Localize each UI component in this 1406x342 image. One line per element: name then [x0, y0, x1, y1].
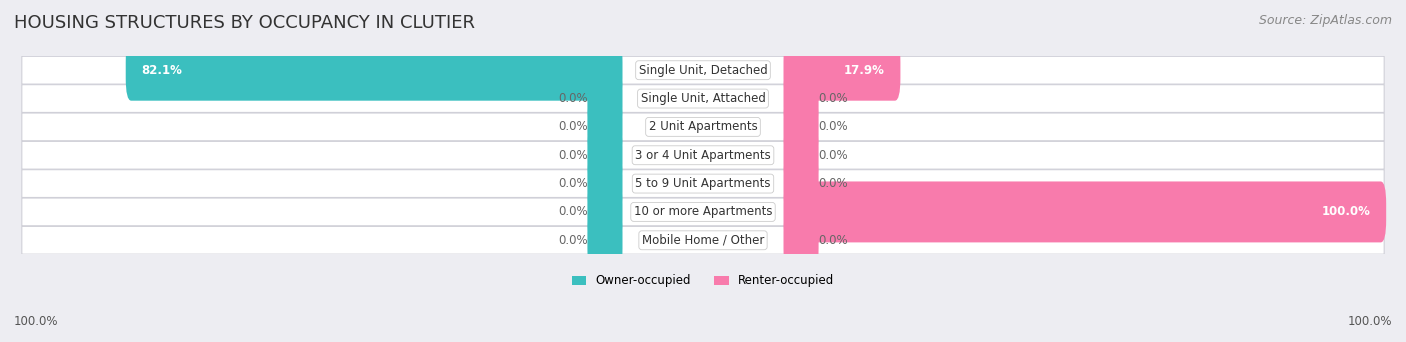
Text: 17.9%: 17.9%	[844, 64, 884, 77]
FancyBboxPatch shape	[22, 226, 1384, 254]
Text: 0.0%: 0.0%	[558, 206, 588, 219]
FancyBboxPatch shape	[125, 40, 623, 101]
Text: 0.0%: 0.0%	[818, 177, 848, 190]
Text: Single Unit, Attached: Single Unit, Attached	[641, 92, 765, 105]
FancyBboxPatch shape	[22, 198, 1384, 226]
Text: 100.0%: 100.0%	[14, 315, 59, 328]
Text: 82.1%: 82.1%	[142, 64, 183, 77]
FancyBboxPatch shape	[22, 113, 1384, 141]
FancyBboxPatch shape	[783, 125, 818, 186]
FancyBboxPatch shape	[588, 125, 623, 186]
Text: 0.0%: 0.0%	[558, 92, 588, 105]
FancyBboxPatch shape	[783, 210, 818, 271]
FancyBboxPatch shape	[783, 96, 818, 157]
Text: 0.0%: 0.0%	[818, 120, 848, 133]
Text: 2 Unit Apartments: 2 Unit Apartments	[648, 120, 758, 133]
FancyBboxPatch shape	[22, 56, 1384, 84]
FancyBboxPatch shape	[22, 170, 1384, 197]
Text: 0.0%: 0.0%	[818, 92, 848, 105]
FancyBboxPatch shape	[783, 40, 900, 101]
Text: 0.0%: 0.0%	[558, 234, 588, 247]
Text: 100.0%: 100.0%	[1322, 206, 1371, 219]
FancyBboxPatch shape	[588, 96, 623, 157]
FancyBboxPatch shape	[22, 85, 1384, 113]
Text: 0.0%: 0.0%	[818, 234, 848, 247]
Text: 10 or more Apartments: 10 or more Apartments	[634, 206, 772, 219]
Text: 100.0%: 100.0%	[1347, 315, 1392, 328]
Legend: Owner-occupied, Renter-occupied: Owner-occupied, Renter-occupied	[567, 270, 839, 292]
Text: Single Unit, Detached: Single Unit, Detached	[638, 64, 768, 77]
Text: 0.0%: 0.0%	[818, 149, 848, 162]
FancyBboxPatch shape	[588, 68, 623, 129]
FancyBboxPatch shape	[783, 68, 818, 129]
FancyBboxPatch shape	[588, 153, 623, 214]
FancyBboxPatch shape	[588, 210, 623, 271]
FancyBboxPatch shape	[783, 182, 1386, 242]
Text: 0.0%: 0.0%	[558, 177, 588, 190]
Text: 5 to 9 Unit Apartments: 5 to 9 Unit Apartments	[636, 177, 770, 190]
FancyBboxPatch shape	[783, 153, 818, 214]
Text: 3 or 4 Unit Apartments: 3 or 4 Unit Apartments	[636, 149, 770, 162]
Text: Mobile Home / Other: Mobile Home / Other	[641, 234, 765, 247]
Text: Source: ZipAtlas.com: Source: ZipAtlas.com	[1258, 14, 1392, 27]
Text: 0.0%: 0.0%	[558, 120, 588, 133]
Text: 0.0%: 0.0%	[558, 149, 588, 162]
FancyBboxPatch shape	[588, 182, 623, 242]
Text: HOUSING STRUCTURES BY OCCUPANCY IN CLUTIER: HOUSING STRUCTURES BY OCCUPANCY IN CLUTI…	[14, 14, 475, 32]
FancyBboxPatch shape	[22, 141, 1384, 169]
